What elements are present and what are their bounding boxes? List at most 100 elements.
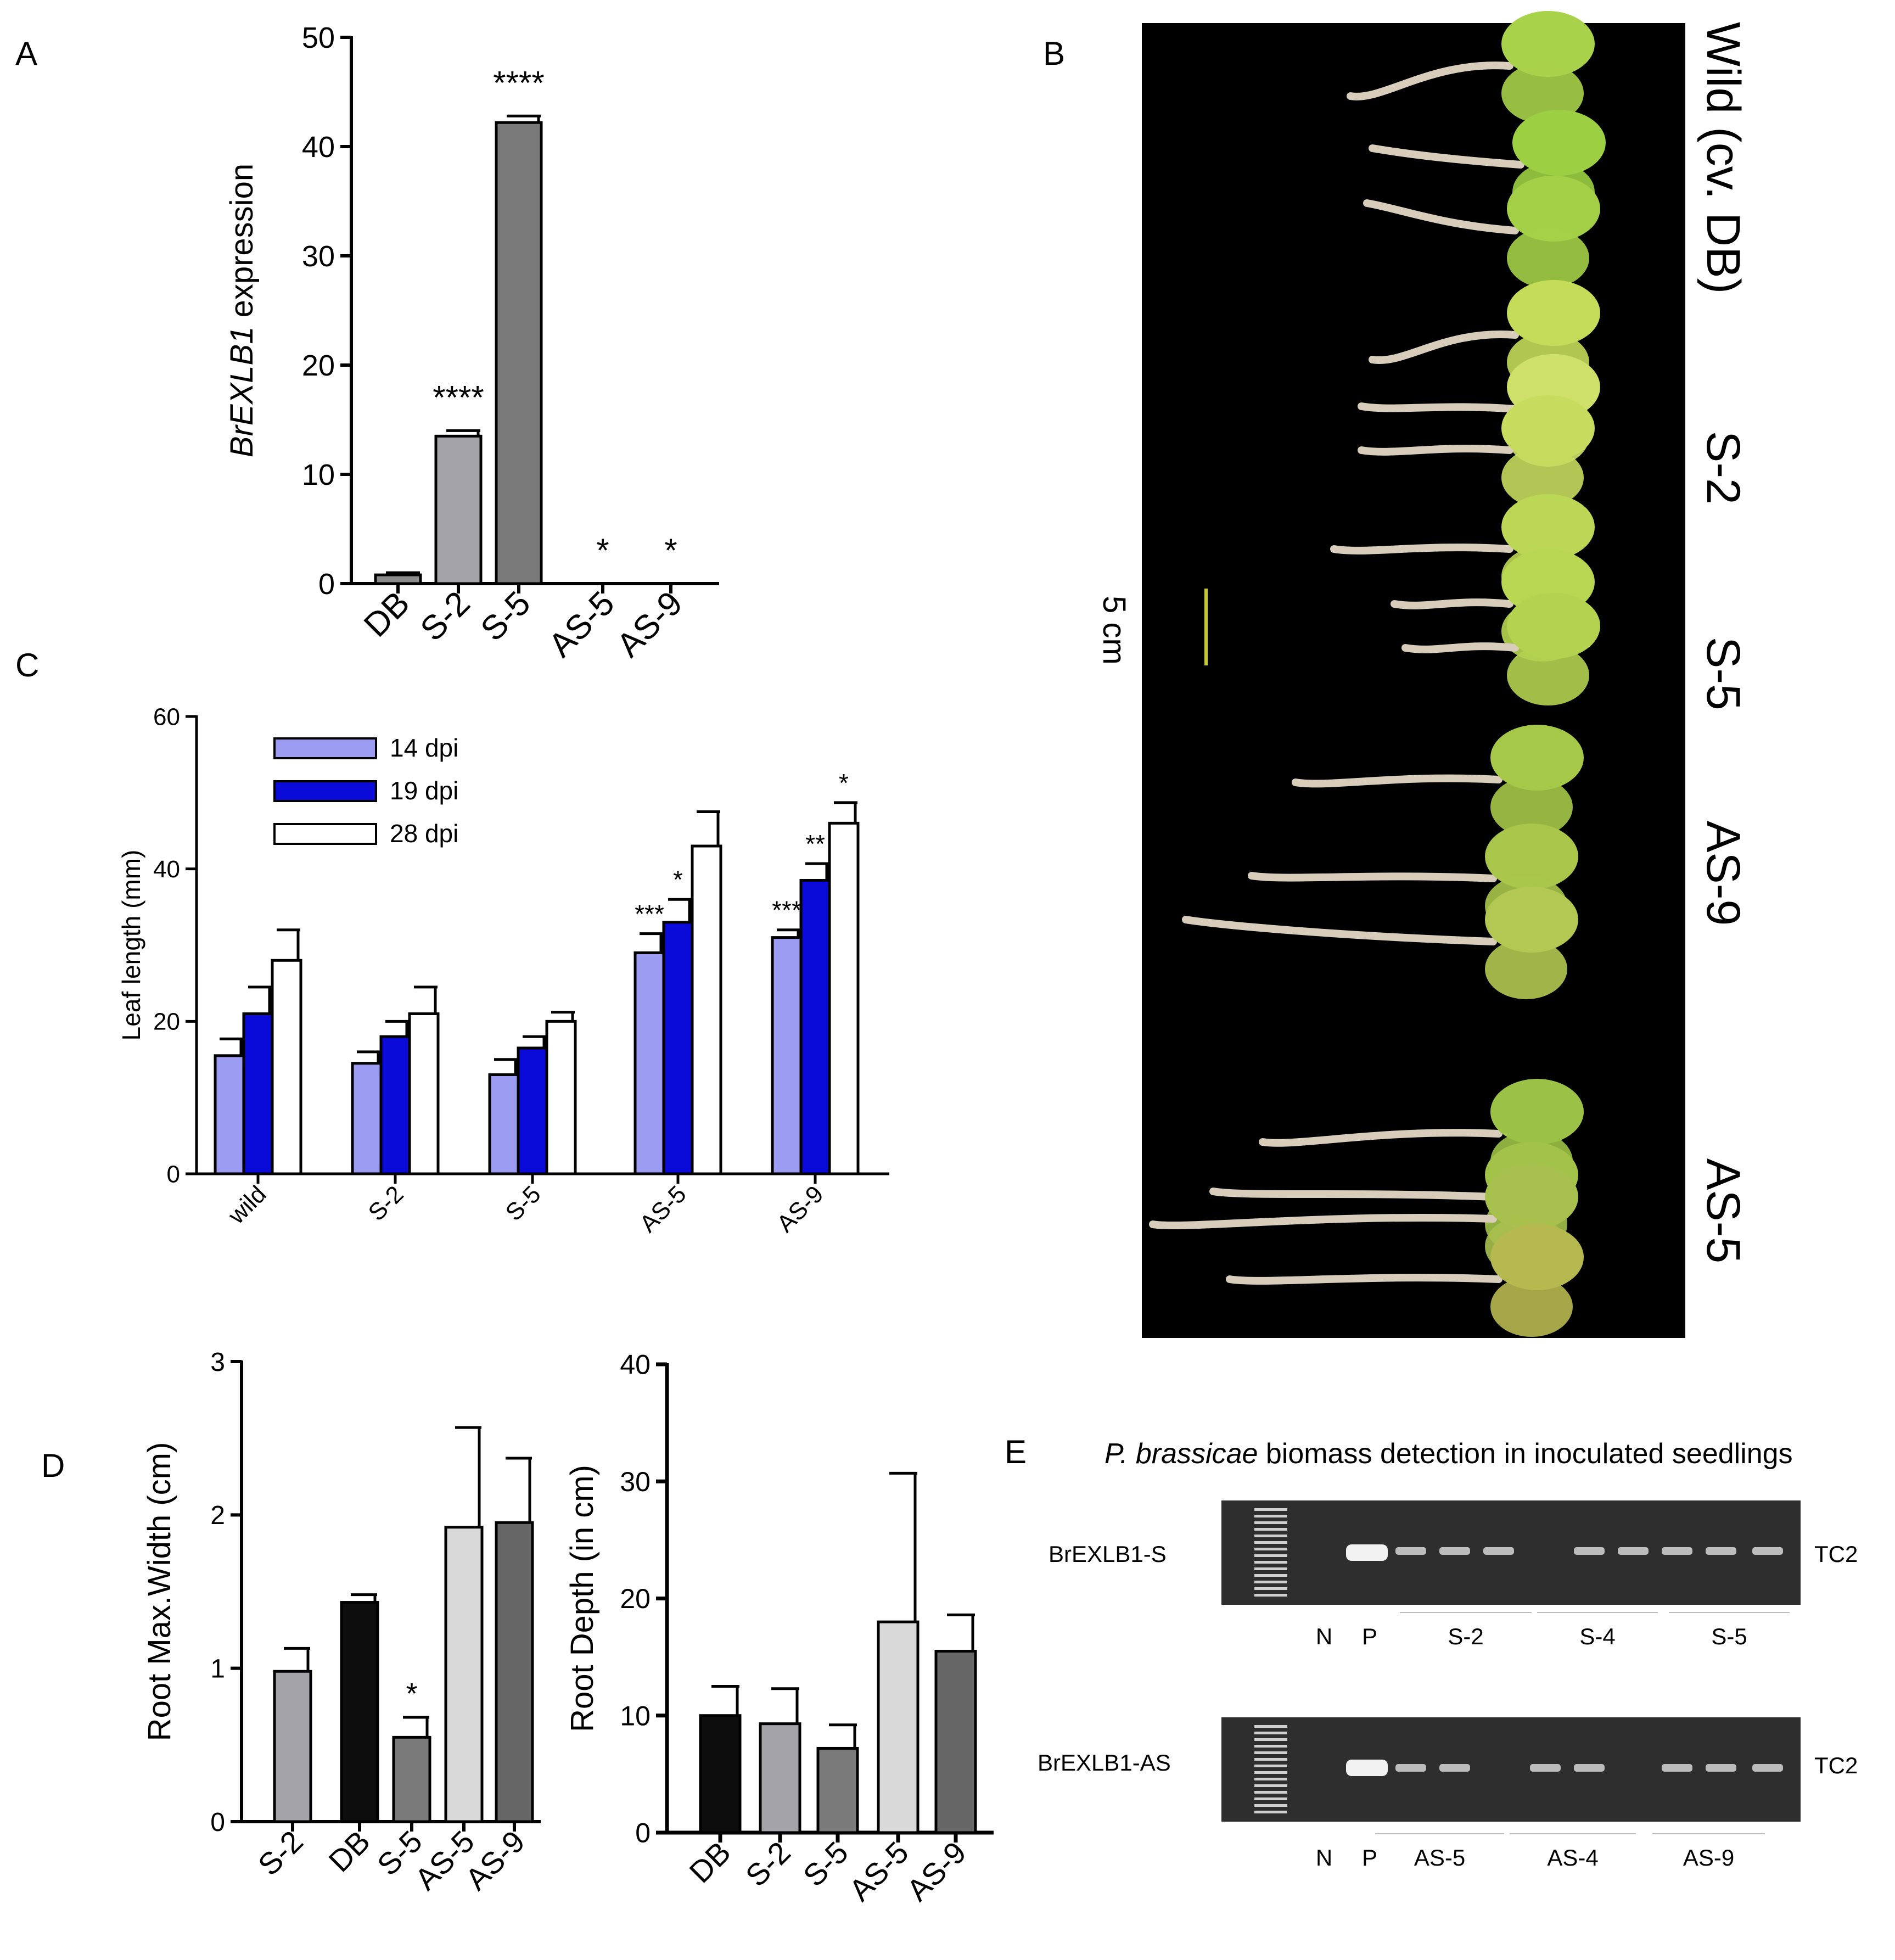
sample-band [1483,1547,1514,1555]
sample-band [1395,1764,1426,1772]
significance-label: **** [433,379,484,416]
bar [633,951,665,1175]
ladder-band [1254,1738,1287,1741]
lane-label: P [1362,1623,1377,1649]
ladder-band [1254,1521,1287,1524]
x-tick-label: DB [682,1835,737,1890]
gel-marker-bottom: TC2 [1814,1752,1858,1778]
ladder-band [1254,1797,1287,1800]
ladder-band [1254,1804,1287,1807]
y-tick-label: 40 [302,131,335,164]
root [1149,1213,1497,1230]
y-tick-label: 20 [302,349,335,382]
bar [434,434,483,585]
legend-label: 19 dpi [390,776,458,805]
bar [392,1735,431,1823]
x-tick-label: AS-9 [900,1835,973,1908]
significance-label: *** [635,900,664,928]
y-tick-label: 1 [210,1654,225,1683]
ladder-band [1254,1791,1287,1794]
ladder-band [1254,1758,1287,1761]
sample-band [1395,1547,1426,1555]
bar [691,844,722,1175]
sample-band [1752,1547,1783,1555]
x-tick-label: S-2 [363,1180,409,1226]
root [1391,598,1513,609]
root [1358,445,1513,456]
x-tick-label: DB [322,1824,377,1879]
x-tick-label: S-5 [501,1180,546,1226]
y-tick-label: 0 [318,568,335,601]
bar [662,921,694,1175]
significance-label: * [664,532,677,569]
panel-label-c: C [15,647,39,684]
bar [444,1526,484,1823]
y-tick-label: 0 [210,1808,225,1837]
bar [771,936,803,1175]
ladder-band [1254,1811,1287,1813]
x-tick-label: AS-5 [541,584,621,664]
significance-label: * [596,532,609,569]
row-label-s2: S-2 [1697,431,1750,505]
legend-label: 14 dpi [390,733,458,762]
leaf [1485,824,1578,889]
sample-band [1706,1547,1736,1555]
sample-band [1662,1764,1692,1772]
root [1182,916,1497,945]
leaf [1501,395,1595,461]
gel-label-bottom: BrEXLB1-AS [1038,1750,1171,1776]
ladder-band [1254,1732,1287,1734]
leaf [1501,63,1584,124]
leaf [1490,777,1573,837]
y-axis-label: BrEXLB1 expression [224,164,260,457]
x-tick-label: S-2 [739,1835,797,1893]
ladder-band [1254,1581,1287,1583]
plant-photo: 5 cm Wild (cv. DB) S-2 S-5 AS-9 AS-5 [1096,11,1750,1338]
significance-label: *** [772,896,801,925]
bar [828,821,860,1175]
root [1226,1274,1502,1285]
lane-label: S-4 [1579,1623,1615,1649]
bar [759,1722,801,1834]
x-tick-label: AS-5 [842,1835,915,1908]
bar [271,959,302,1175]
y-tick-label: 0 [167,1161,180,1188]
panel-label-a: A [15,35,37,72]
lane-label: AS-9 [1683,1845,1734,1871]
legend-swatch [273,737,377,759]
y-tick-label: 2 [210,1501,225,1530]
leaf [1501,447,1584,508]
gel-marker-top: TC2 [1814,1541,1858,1567]
y-tick-label: 10 [302,458,335,491]
gel-images: N P S-2 S-4 S-5 N P AS-5 AS-4 AS-9 [1221,1500,1801,1871]
sample-band [1530,1764,1561,1772]
ladder-band [1254,1784,1287,1787]
gel-title: P. brassicae biomass detection in inocul… [1105,1438,1793,1470]
gel-image [1221,1717,1801,1822]
leaf [1501,494,1595,560]
leaf [1507,593,1600,659]
positive-band [1346,1760,1388,1776]
significance-label: **** [493,64,544,101]
y-axis-label: Leaf length (mm) [117,850,145,1041]
bar [214,1054,245,1175]
bar [374,573,422,585]
lane-label: N [1316,1845,1332,1871]
leaf [1485,939,1567,999]
root [1209,1188,1497,1201]
legend-swatch [273,780,377,802]
y-tick-label: 30 [620,1466,651,1497]
bar [379,1035,411,1175]
x-tick-label: AS-9 [772,1180,829,1237]
row-label-wild: Wild (cv. DB) [1697,22,1750,294]
significance-label: * [673,865,683,894]
lane-label: N [1316,1623,1332,1649]
ladder-band [1254,1725,1287,1728]
bar [242,1012,274,1175]
gel-label-top: BrEXLB1-S [1049,1541,1167,1567]
sample-band [1752,1764,1783,1772]
y-tick-label: 3 [210,1348,225,1377]
seedlings [1149,11,1606,1337]
